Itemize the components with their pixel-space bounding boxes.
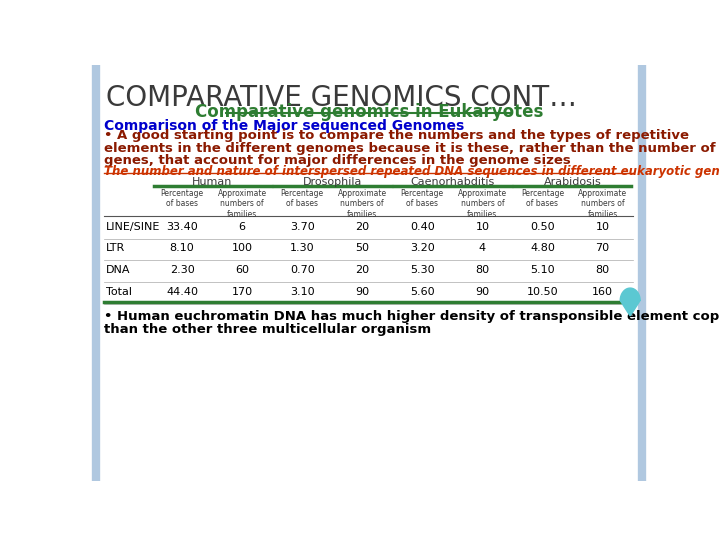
Text: 170: 170 [232, 287, 253, 296]
Text: 0.50: 0.50 [530, 222, 554, 232]
Text: 10: 10 [475, 222, 490, 232]
Text: Caenorhabditis: Caenorhabditis [410, 177, 495, 187]
Text: Comparative genomics in Eukaryotes: Comparative genomics in Eukaryotes [195, 103, 543, 122]
Text: 5.10: 5.10 [530, 265, 554, 275]
Text: 70: 70 [595, 244, 610, 253]
Text: 44.40: 44.40 [166, 287, 198, 296]
Text: Arabidosis: Arabidosis [544, 177, 601, 187]
Text: 8.10: 8.10 [170, 244, 194, 253]
Text: • Human euchromatin DNA has much higher density of transponsible element copies: • Human euchromatin DNA has much higher … [104, 309, 720, 323]
Text: Percentage
of bases: Percentage of bases [521, 189, 564, 208]
Text: 0.70: 0.70 [289, 265, 315, 275]
Text: 4.80: 4.80 [530, 244, 555, 253]
Text: 2.30: 2.30 [170, 265, 194, 275]
Text: 6: 6 [238, 222, 246, 232]
Text: Approximate
numbers of
families: Approximate numbers of families [578, 189, 627, 219]
Text: LTR: LTR [106, 244, 125, 253]
Text: COMPARATIVE GENOMICS CONT…: COMPARATIVE GENOMICS CONT… [106, 84, 577, 112]
Text: 20: 20 [355, 265, 369, 275]
Text: 5.60: 5.60 [410, 287, 435, 296]
Text: Comparison of the Major sequenced Genomes: Comparison of the Major sequenced Genome… [104, 119, 464, 133]
Text: 80: 80 [595, 265, 610, 275]
Text: 100: 100 [232, 244, 253, 253]
Text: 1.30: 1.30 [290, 244, 315, 253]
Text: 3.20: 3.20 [410, 244, 435, 253]
Text: • A good starting point is to compare the numbers and the types of repetitive: • A good starting point is to compare th… [104, 130, 689, 143]
Text: Percentage
of bases: Percentage of bases [401, 189, 444, 208]
Text: 0.40: 0.40 [410, 222, 435, 232]
Text: 33.40: 33.40 [166, 222, 198, 232]
Text: than the other three multicellular organism: than the other three multicellular organ… [104, 323, 431, 336]
Text: 10.50: 10.50 [526, 287, 558, 296]
Text: Percentage
of bases: Percentage of bases [161, 189, 204, 208]
Text: Drosophila: Drosophila [302, 177, 362, 187]
Text: Approximate
numbers of
families: Approximate numbers of families [458, 189, 507, 219]
Text: Human: Human [192, 177, 233, 187]
Text: 3.10: 3.10 [290, 287, 315, 296]
Text: 4: 4 [479, 244, 486, 253]
Text: elements in the different genomes because it is these, rather than the number of: elements in the different genomes becaus… [104, 142, 716, 155]
Text: 20: 20 [355, 222, 369, 232]
Text: 80: 80 [475, 265, 490, 275]
Text: The number and nature of interspersed repeated DNA sequences in different eukary: The number and nature of interspersed re… [104, 165, 720, 178]
Polygon shape [620, 288, 640, 316]
Text: 160: 160 [592, 287, 613, 296]
Text: LINE/SINE: LINE/SINE [106, 222, 160, 232]
Text: 50: 50 [355, 244, 369, 253]
Text: 10: 10 [595, 222, 609, 232]
Text: Approximate
numbers of
families: Approximate numbers of families [338, 189, 387, 219]
Text: 90: 90 [475, 287, 490, 296]
Text: 60: 60 [235, 265, 249, 275]
Text: DNA: DNA [106, 265, 130, 275]
Text: Percentage
of bases: Percentage of bases [281, 189, 324, 208]
Text: Total: Total [106, 287, 132, 296]
Text: 3.70: 3.70 [289, 222, 315, 232]
Text: 90: 90 [355, 287, 369, 296]
Text: Approximate
numbers of
families: Approximate numbers of families [217, 189, 266, 219]
Text: 5.30: 5.30 [410, 265, 435, 275]
Text: genes, that account for major differences in the genome sizes: genes, that account for major difference… [104, 154, 571, 167]
